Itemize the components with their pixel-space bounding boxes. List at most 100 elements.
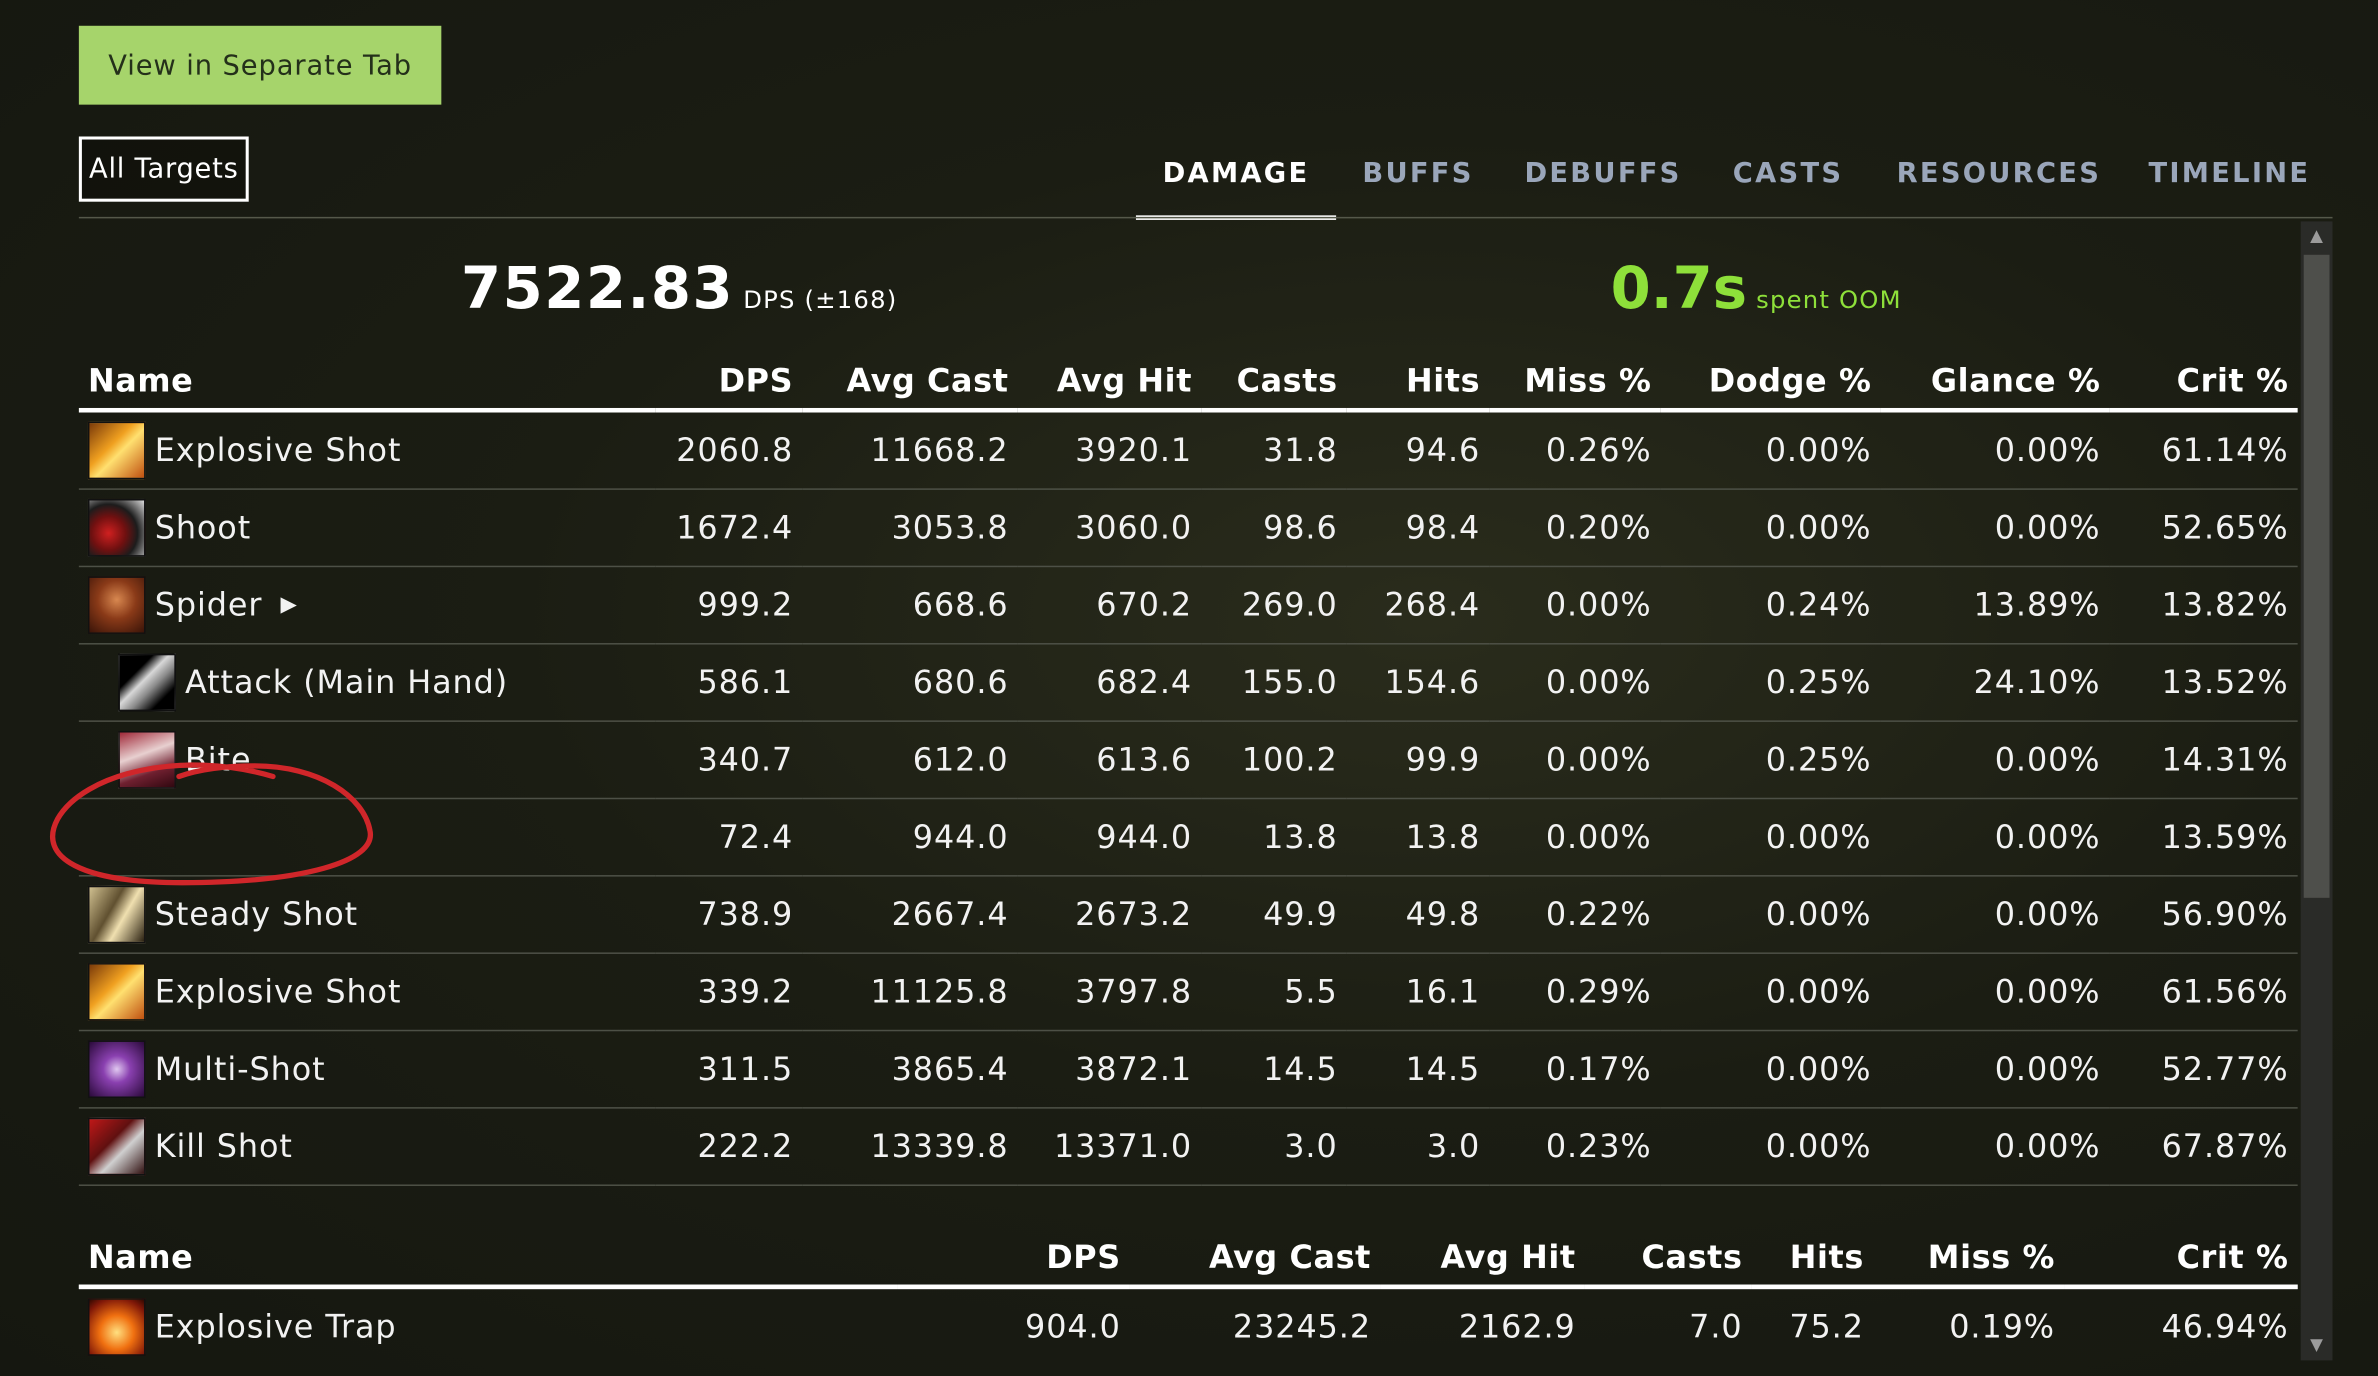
table-row: Bite 340.7 612.0 613.6 100.2 99.9 0.00% 0.25% 0.… — [78, 721, 2298, 800]
steady-shot-icon — [87, 885, 146, 944]
stat-cell: 311.5 — [655, 1030, 803, 1109]
stat-cell: 3060.0 — [1017, 489, 1202, 568]
stat-cell: 75.2 — [1789, 1308, 1864, 1346]
ability-cell: Spider ▶ — [78, 566, 656, 645]
stat-cell: 98.4 — [1346, 489, 1490, 568]
stat-cell: 0.29% — [1489, 953, 1661, 1032]
expand-caret-icon[interactable]: ▶ — [280, 592, 298, 618]
column-header-dps[interactable]: DPS — [897, 1229, 1130, 1290]
stat-cell: 0.25% — [1660, 643, 1881, 722]
stat-cell: 0.00% — [1489, 566, 1661, 645]
scrollbar-thumb[interactable] — [2303, 254, 2330, 898]
stat-cell: 13.8 — [1201, 798, 1347, 877]
ability-cell: Bite — [78, 721, 656, 800]
stat-cell: 222.2 — [655, 1107, 803, 1186]
ability-name: Explosive Shot — [154, 973, 402, 1011]
stat-cell: 46.94% — [2161, 1308, 2289, 1346]
column-header-dps[interactable]: DPS — [655, 353, 803, 413]
dps-suffix: DPS (±168) — [743, 285, 898, 314]
stat-cell: 14.5 — [1201, 1030, 1347, 1109]
target-select[interactable]: All Targets — [78, 136, 249, 202]
stat-cell: 13.52% — [2109, 643, 2298, 722]
ability-cell: Explosive Shot — [78, 953, 656, 1032]
stat-cell: 0.00% — [1880, 489, 2110, 568]
stat-cell: 98.6 — [1201, 489, 1347, 568]
tab-debuffs[interactable]: DEBUFFS — [1524, 156, 1682, 189]
column-header-hits[interactable]: Hits — [1346, 353, 1490, 413]
vertical-scrollbar[interactable]: ▲ ▼ — [2300, 221, 2333, 1361]
column-header-miss[interactable]: Miss % — [1489, 353, 1661, 413]
stat-cell: 0.00% — [1880, 1107, 2110, 1186]
stat-cell: 0.26% — [1489, 410, 1661, 490]
table-row: Multi-Shot 311.5 3865.4 3872.1 14.5 14.5 0.17%… — [78, 1030, 2298, 1109]
column-header-casts[interactable]: Casts — [1201, 353, 1347, 413]
stat-cell: 14.5 — [1346, 1030, 1490, 1109]
stat-cell: 0.20% — [1489, 489, 1661, 568]
ability-name: Kill Shot — [154, 1128, 293, 1165]
stat-cell: 13.59% — [2109, 798, 2298, 877]
column-header-hits[interactable]: Hits — [1751, 1229, 1874, 1290]
column-header-casts[interactable]: Casts — [1584, 1229, 1752, 1290]
stat-cell: 3.0 — [1201, 1107, 1347, 1186]
stat-cell: 52.77% — [2109, 1030, 2298, 1109]
ability-cell: Multi-Shot — [78, 1030, 656, 1109]
stat-cell: 31.8 — [1201, 410, 1347, 490]
stat-cell: 67.87% — [2109, 1107, 2298, 1186]
stat-cell: 0.00% — [1489, 798, 1661, 877]
column-header-miss[interactable]: Miss % — [1873, 1229, 2065, 1290]
ability-name: Explosive Trap — [154, 1308, 397, 1346]
sword-attack-icon — [118, 653, 176, 712]
scroll-up-icon[interactable]: ▲ — [2310, 225, 2324, 246]
column-header-crit[interactable]: Crit % — [2064, 1229, 2298, 1290]
column-header-avg-hit[interactable]: Avg Hit — [1017, 353, 1202, 413]
table-row: Explosive Shot 2060.8 11668.2 3920.1 31.8 94.… — [78, 410, 2298, 490]
stat-cell: 0.00% — [1660, 798, 1881, 877]
stat-cell: 49.8 — [1346, 875, 1490, 954]
ability-name[interactable]: Spider — [154, 586, 263, 624]
stat-cell: 13339.8 — [802, 1107, 1018, 1186]
stat-cell: 13371.0 — [1017, 1107, 1202, 1186]
ability-cell: Shoot — [78, 489, 656, 568]
stat-cell: 155.0 — [1201, 643, 1347, 722]
stat-cell: 944.0 — [1017, 798, 1202, 877]
kill-shot-icon — [87, 1117, 146, 1176]
ability-cell: Explosive Trap — [79, 1287, 898, 1365]
column-header-dodge[interactable]: Dodge % — [1660, 353, 1881, 413]
stat-cell: 0.00% — [1660, 1030, 1881, 1109]
stat-cell: 0.00% — [1660, 410, 1881, 490]
stat-cell: 0.24% — [1660, 566, 1881, 645]
stat-cell: 52.65% — [2109, 489, 2298, 568]
column-header-glance[interactable]: Glance % — [1880, 353, 2110, 413]
shoot-icon — [87, 498, 146, 557]
column-header-name[interactable]: Name — [78, 1229, 898, 1290]
stat-cell: 340.7 — [655, 721, 803, 800]
explosive-trap-icon — [87, 1298, 146, 1356]
stat-cell: 0.00% — [1880, 1030, 2110, 1109]
tab-casts[interactable]: CASTS — [1732, 156, 1844, 189]
column-header-avg-hit[interactable]: Avg Hit — [1380, 1229, 1585, 1290]
tab-buffs[interactable]: BUFFS — [1362, 156, 1474, 189]
stat-cell: 0.00% — [1880, 953, 2110, 1032]
stat-cell: 612.0 — [802, 721, 1018, 800]
stat-cell: 14.31% — [2109, 721, 2298, 800]
stat-cell: 0.00% — [1660, 489, 1881, 568]
stat-cell: 904.0 — [1025, 1308, 1121, 1346]
tab-timeline[interactable]: TIMELINE — [2148, 156, 2311, 189]
tab-damage[interactable]: DAMAGE — [1135, 130, 1337, 220]
stat-cell: 3.0 — [1346, 1107, 1490, 1186]
column-header-avg-cast[interactable]: Avg Cast — [1129, 1229, 1381, 1290]
ability-cell: Kill Shot — [78, 1107, 656, 1186]
stat-cell: 999.2 — [655, 566, 803, 645]
aoe-table-header: Name DPS Avg Cast Avg Hit Casts Hits Miss % Cri… — [78, 1229, 2298, 1290]
table-row: Shoot 1672.4 3053.8 3060.0 98.6 98.4 0.20% 0.00… — [78, 489, 2298, 568]
tab-resources[interactable]: RESOURCES — [1896, 156, 2102, 189]
stat-cell: 13.82% — [2109, 566, 2298, 645]
table-row: Kill Shot 222.2 13339.8 13371.0 3.0 3.0 0.23% 0… — [78, 1107, 2298, 1186]
view-in-separate-tab-button[interactable]: View in Separate Tab — [78, 25, 442, 105]
ability-name: Multi-Shot — [154, 1051, 326, 1088]
stat-cell: 61.56% — [2109, 953, 2298, 1032]
column-header-avg-cast[interactable]: Avg Cast — [802, 353, 1018, 413]
column-header-crit[interactable]: Crit % — [2109, 353, 2298, 413]
scroll-down-icon[interactable]: ▼ — [2310, 1334, 2324, 1355]
column-header-name[interactable]: Name — [78, 353, 656, 413]
